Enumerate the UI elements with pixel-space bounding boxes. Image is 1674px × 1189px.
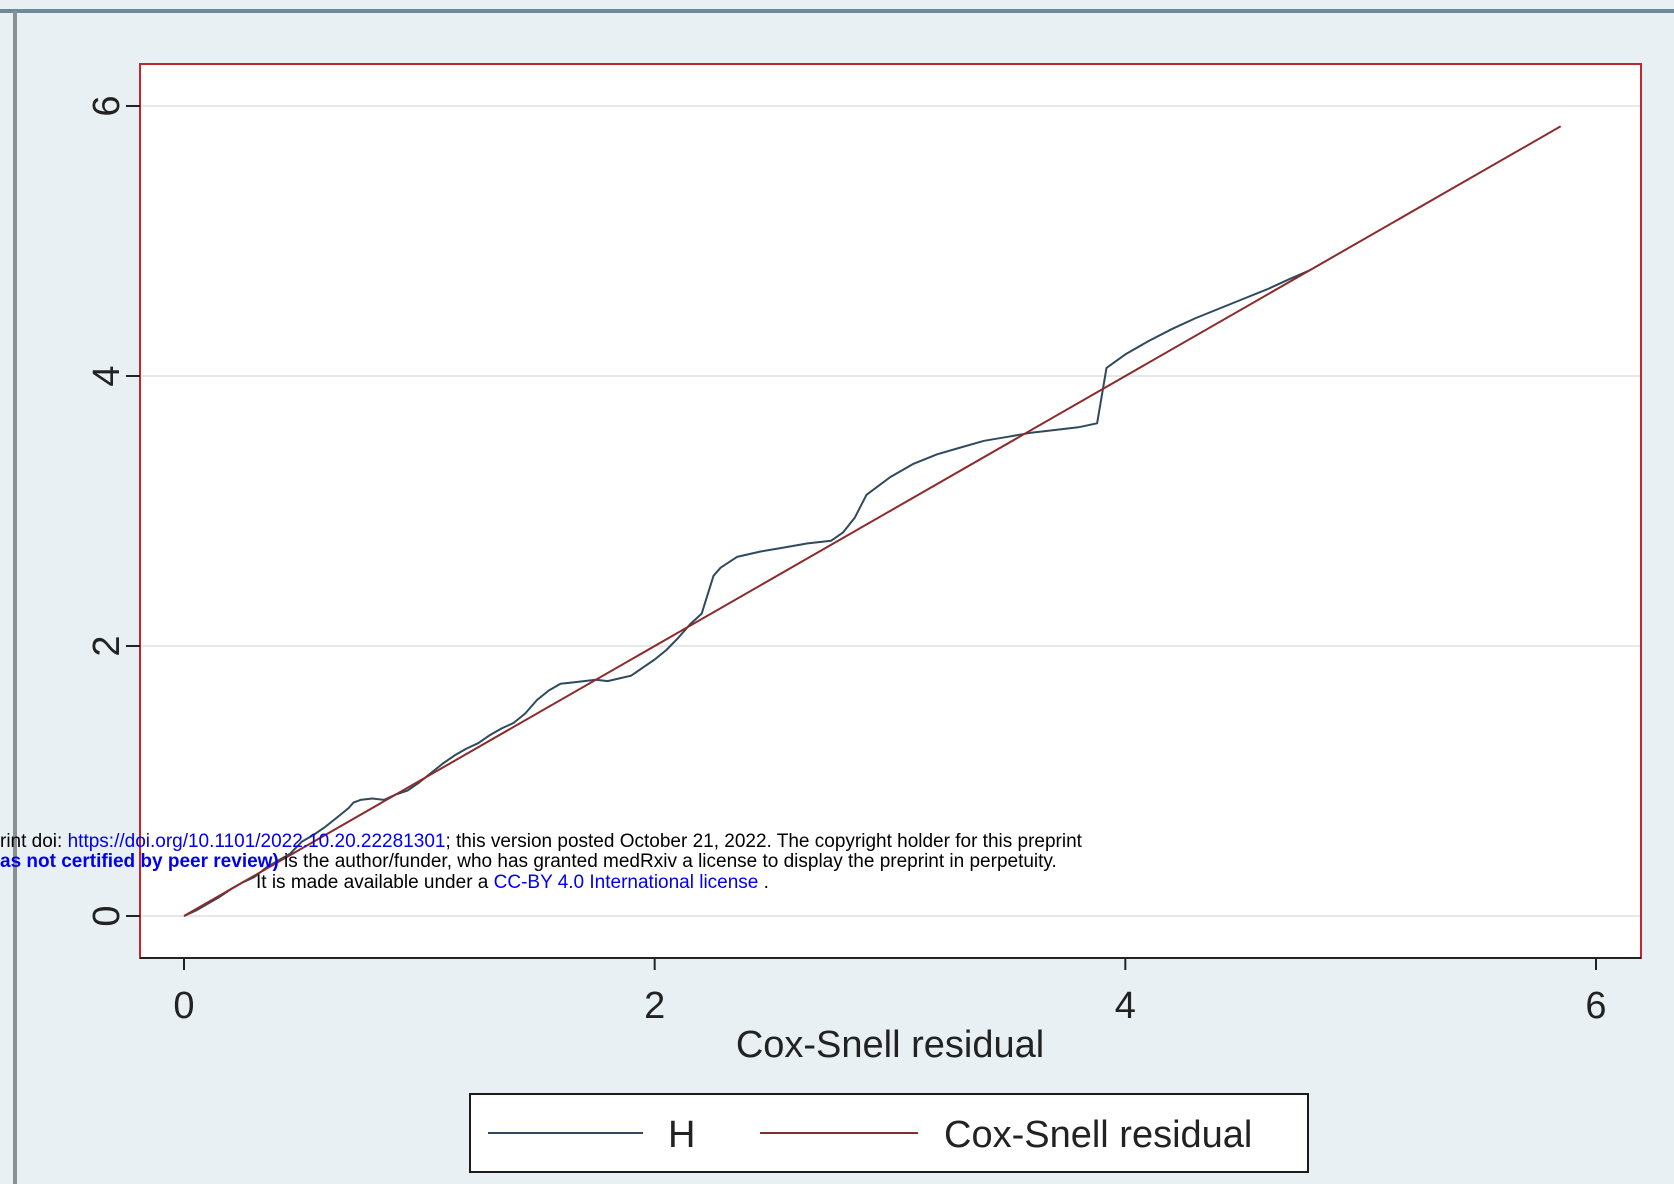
preprint-notice-line-2-suffix: is the author/funder, who has granted me… [278,851,1057,872]
y-tick-label-0: 0 [86,905,128,926]
y-tick-label-6: 6 [86,95,128,116]
preprint-notice-line-3-suffix: . [758,872,769,893]
preprint-notice-line-1-prefix: rint doi: [0,831,68,852]
series-lines [183,125,1562,917]
legend-label-cox-snell-residual: Cox-Snell residual [944,1114,1252,1156]
legend: H Cox-Snell residual [469,1093,1309,1173]
doi-link[interactable]: https://doi.org/10.1101/2022.10.20.22281… [67,831,446,852]
x-tick-label-4: 4 [1115,985,1136,1027]
grid-lines [141,105,1640,917]
series-line-cox-snell-residual [183,125,1562,917]
y-tick-label-4: 4 [86,365,128,386]
legend-label-h: H [668,1114,695,1156]
peer-review-note[interactable]: as not certified by peer review) [0,851,279,872]
preprint-notice-line-3: It is made available under a CC-BY 4.0 I… [256,872,769,893]
preprint-notice-line-1: rint doi: https://doi.org/10.1101/2022.1… [0,831,1082,852]
preprint-notice-line-1-suffix: ; this version posted October 21, 2022. … [445,831,1082,852]
preprint-notice-line-3-prefix: It is made available under a [256,872,494,893]
license-link[interactable]: CC-BY 4.0 International license [493,872,759,893]
preprint-notice-line-2: as not certified by peer review) is the … [0,851,1057,872]
y-axis: 0 2 4 6 [86,95,140,927]
x-tick-label-0: 0 [173,985,194,1027]
y-tick-label-2: 2 [86,635,128,656]
x-tick-label-6: 6 [1585,985,1606,1027]
x-axis: 0 2 4 6 [173,958,1607,1027]
x-axis-title: Cox-Snell residual [736,1024,1044,1066]
series-line-h [183,269,1310,917]
x-tick-label-2: 2 [644,985,665,1027]
